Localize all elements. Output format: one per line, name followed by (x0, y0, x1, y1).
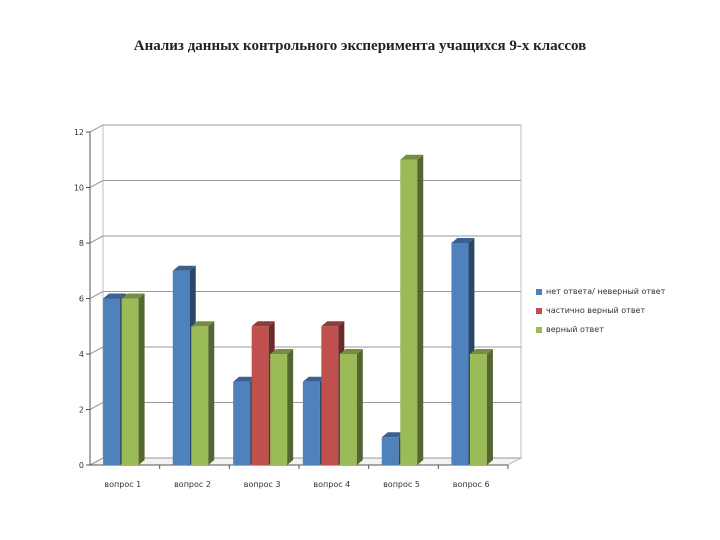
y-tick-label: 10 (74, 184, 84, 193)
bar-top (339, 349, 363, 354)
legend-item-no-answer: нет ответа/ неверный ответ (536, 282, 665, 301)
x-tick-label: вопрос 4 (313, 480, 350, 489)
x-tick-label: вопрос 6 (453, 480, 490, 489)
y-tick-label: 12 (74, 128, 84, 137)
bar-top (451, 238, 475, 243)
bar-side (486, 349, 493, 465)
gridline-side (89, 402, 104, 410)
bar-side (356, 349, 363, 465)
legend-item-partial: частично верный ответ (536, 301, 665, 320)
bar-front (381, 437, 399, 465)
legend-item-correct: верный ответ (536, 320, 665, 339)
bar-side (417, 154, 424, 465)
y-tick-label: 4 (79, 350, 84, 359)
bar-top (469, 349, 493, 354)
x-tick-label: вопрос 3 (244, 480, 281, 489)
bar-front (321, 326, 339, 465)
bar-front (172, 270, 190, 465)
legend-label-no-answer: нет ответа/ неверный ответ (546, 287, 666, 296)
bar-top (191, 321, 215, 327)
bar-front (233, 381, 251, 465)
legend-swatch-correct (536, 326, 542, 333)
bar-top (121, 293, 145, 299)
bar-side (287, 349, 294, 465)
gridline-side (89, 180, 104, 188)
gridline-side (89, 124, 104, 133)
y-tick-label: 8 (79, 239, 84, 248)
bar-front (400, 159, 418, 465)
bar-top (103, 293, 127, 299)
legend: нет ответа/ неверный ответ частично верн… (536, 282, 665, 339)
bar-front (103, 298, 121, 465)
bar-front (302, 381, 320, 465)
bar-top (321, 321, 345, 327)
bar-front (339, 354, 357, 465)
bar-front (121, 298, 139, 465)
gridline-side (89, 291, 104, 299)
bar-top (400, 154, 424, 160)
gridline-side (89, 235, 104, 244)
x-tick-label: вопрос 2 (174, 480, 211, 489)
legend-swatch-partial (536, 307, 542, 314)
bar-front (270, 354, 288, 465)
bar-top (270, 349, 294, 354)
bar-top (381, 432, 405, 438)
bar-top (251, 321, 275, 327)
bar-front (451, 243, 469, 465)
x-tick-label: вопрос 1 (104, 480, 141, 489)
legend-label-partial: частично верный ответ (546, 306, 646, 315)
bar-top (233, 376, 257, 382)
bar-top (302, 376, 326, 382)
y-tick-label: 0 (79, 461, 84, 470)
bar-side (208, 321, 215, 465)
y-tick-label: 2 (79, 406, 84, 415)
chart-title: Анализ данных контрольного эксперимента … (133, 38, 587, 54)
y-tick-label: 6 (79, 295, 84, 304)
gridline-side (89, 457, 104, 466)
legend-label-correct: верный ответ (546, 325, 604, 334)
legend-swatch-no-answer (536, 288, 542, 295)
bar-side (138, 293, 145, 465)
bar-front (251, 326, 269, 465)
gridline-side (89, 346, 104, 355)
bar-top (172, 265, 196, 271)
bar-front (469, 354, 487, 465)
bar-front (191, 326, 209, 465)
x-tick-label: вопрос 5 (383, 480, 420, 489)
